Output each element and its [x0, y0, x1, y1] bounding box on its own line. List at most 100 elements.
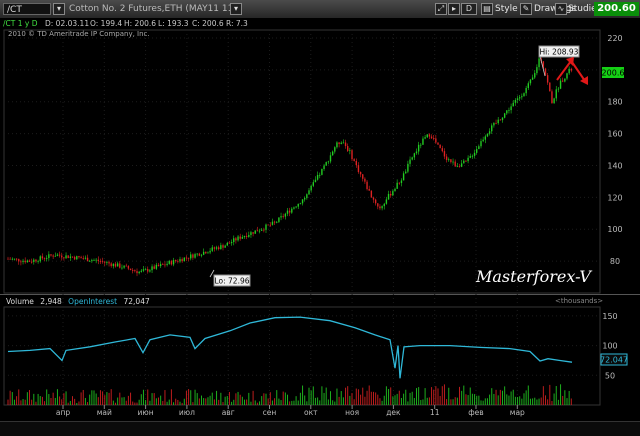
volume-bar — [244, 399, 245, 405]
volume-bar — [340, 391, 342, 405]
candle-body — [76, 256, 78, 260]
style-menu[interactable]: Style — [495, 4, 518, 14]
volume-bar — [373, 391, 374, 405]
current-oi-label: 72.047 — [600, 356, 628, 365]
volume-bar — [41, 396, 43, 405]
candle-body — [510, 106, 512, 111]
settings-icon[interactable]: ▾ — [230, 3, 242, 15]
candle-body — [370, 190, 373, 198]
zoom-icon[interactable]: ▸ — [448, 3, 460, 15]
candle-body — [359, 171, 362, 175]
candle-body — [84, 257, 87, 259]
volume-bar — [400, 397, 402, 405]
candle-body — [114, 263, 117, 267]
time-tick-label: май — [97, 408, 112, 417]
candle-body — [209, 250, 211, 253]
chevron-down-icon[interactable]: ▾ — [53, 3, 65, 15]
volume-bar — [211, 392, 213, 405]
volume-bar — [336, 388, 338, 405]
candle-body — [54, 255, 56, 257]
candle-body — [312, 182, 314, 186]
candle-body — [91, 260, 93, 261]
candle-body — [452, 161, 454, 163]
candle-body — [347, 146, 349, 151]
ohlc-infobar: /CT 1 y D D: 02.03.11 O: 199.4 H: 200.6 … — [0, 18, 640, 29]
candle-body — [549, 82, 551, 92]
candle-body — [86, 257, 89, 262]
volume-bar — [151, 393, 153, 405]
candlesticks — [7, 55, 572, 277]
d-button[interactable]: D — [461, 3, 477, 15]
candle-body — [344, 142, 347, 147]
candle-body — [497, 119, 499, 124]
candle-body — [263, 229, 265, 231]
style-icon[interactable]: ▤ — [481, 3, 493, 15]
candle-body — [280, 216, 282, 218]
volume-bar — [454, 397, 456, 405]
volume-bar — [293, 400, 295, 405]
low-callout: Lo: 72.96 — [209, 269, 251, 287]
study-label[interactable]: /CT 1 y D — [3, 19, 38, 28]
volume-bar — [435, 386, 437, 405]
candle-body — [187, 257, 190, 259]
open-interest-line — [7, 316, 573, 379]
candle-body — [422, 138, 424, 145]
candle-body — [409, 159, 411, 164]
candle-body — [237, 236, 239, 241]
volume-bar — [183, 398, 185, 405]
candle-body — [437, 142, 439, 145]
volume-bar — [525, 390, 527, 405]
candle-body — [480, 141, 482, 147]
expand-icon[interactable]: ⤢ — [435, 3, 447, 15]
volume-bar — [416, 388, 417, 405]
volume-label[interactable]: Volume — [6, 297, 34, 306]
open-interest-label[interactable]: OpenInterest — [68, 297, 118, 306]
candle-body — [299, 203, 302, 205]
candle-body — [368, 189, 370, 191]
candle-body — [265, 224, 267, 230]
volume-bar — [403, 393, 405, 405]
candle-body — [392, 191, 394, 196]
candle-body — [372, 197, 375, 200]
volume-bar — [547, 399, 549, 405]
current-price-marker: 200.6 — [602, 67, 624, 78]
forecast-arrows — [556, 57, 588, 85]
candle-body — [28, 260, 31, 262]
volume-bar — [250, 401, 252, 405]
volume-bar — [289, 401, 291, 405]
candle-body — [374, 199, 377, 204]
volume-bar — [134, 402, 136, 405]
candle-body — [157, 264, 160, 267]
volume-bar — [220, 392, 222, 405]
volume-bar — [207, 397, 209, 405]
candle-body — [220, 245, 222, 250]
candle-body — [138, 271, 140, 274]
volume-bar — [330, 391, 331, 405]
candle-body — [557, 88, 560, 90]
candle-body — [149, 270, 151, 272]
volume-bar — [162, 401, 164, 405]
candle-body — [338, 142, 340, 144]
volume-bar — [385, 386, 387, 405]
volume-bar — [74, 398, 76, 405]
volume-bar — [179, 401, 181, 405]
volume-bar — [478, 395, 480, 405]
volume-bar — [553, 393, 555, 405]
studies-menu[interactable]: Studies — [568, 4, 602, 14]
candle-body — [519, 97, 521, 99]
candle-body — [301, 199, 304, 204]
volume-bar — [194, 389, 196, 405]
candle-body — [306, 194, 308, 199]
volume-bar — [502, 390, 503, 405]
symbol-input[interactable]: /CT — [3, 3, 51, 15]
drawings-icon[interactable]: ✎ — [520, 3, 532, 15]
volume-bar — [246, 399, 248, 405]
volume-bar — [570, 398, 572, 405]
volume-bar — [216, 390, 218, 405]
candle-body — [284, 213, 287, 217]
volume-bar — [499, 389, 501, 405]
candle-body — [99, 261, 102, 262]
volume-bar — [72, 396, 73, 405]
studies-icon[interactable]: ∿ — [555, 3, 567, 15]
